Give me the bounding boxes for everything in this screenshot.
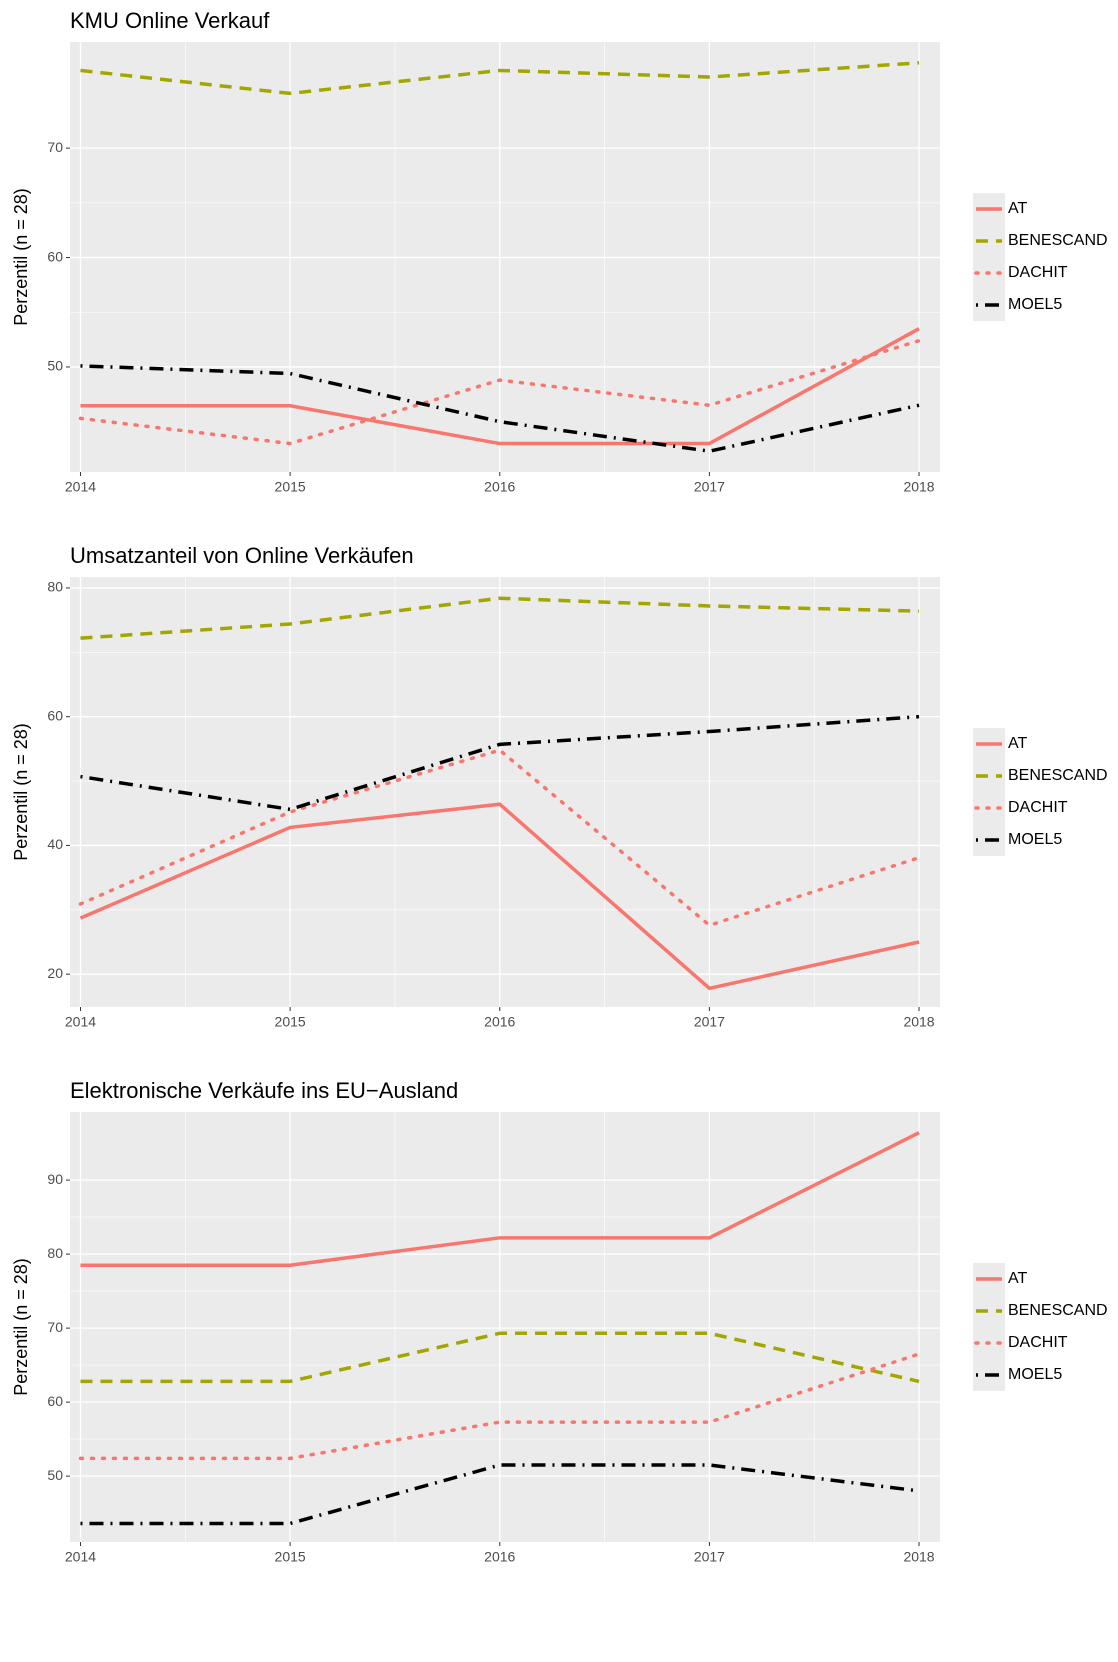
- x-tick-label: 2018: [903, 479, 934, 495]
- x-tick-label: 2016: [484, 479, 515, 495]
- chart-panel: KMU Online Verkauf 50 60 70 2014 2015 2016 2017…: [11, 8, 1108, 495]
- x-tick-label: 2015: [275, 1014, 306, 1030]
- y-tick-label: 70: [47, 139, 63, 155]
- series-line: [80, 1131, 920, 1267]
- x-tick-label: 2018: [903, 1549, 934, 1565]
- plot-background: [70, 577, 940, 1007]
- series-line: [80, 1331, 920, 1384]
- series-line: [80, 61, 920, 96]
- legend-label: DACHIT: [1008, 799, 1068, 816]
- plot-background: [70, 1112, 940, 1542]
- legend-label: DACHIT: [1008, 264, 1068, 281]
- legend-label: AT: [1008, 1270, 1027, 1287]
- chart-panel: Elektronische Verkäufe ins EU−Ausland 50 6…: [11, 1078, 1108, 1565]
- series-line: [80, 364, 920, 453]
- x-tick-label: 2015: [275, 479, 306, 495]
- legend-label: DACHIT: [1008, 1334, 1068, 1351]
- x-tick-label: 2018: [903, 1014, 934, 1030]
- series-line: [80, 327, 920, 446]
- y-tick-label: 80: [47, 1245, 63, 1261]
- y-tick-label: 60: [47, 248, 63, 264]
- legend-label: BENESCAND: [1008, 232, 1108, 249]
- x-tick-label: 2016: [484, 1549, 515, 1565]
- series-line: [80, 596, 920, 640]
- legend-label: MOEL5: [1008, 296, 1062, 313]
- series-line: [78, 338, 921, 446]
- x-tick-label: 2014: [65, 1014, 96, 1030]
- legend-label: AT: [1008, 735, 1027, 752]
- x-tick-label: 2014: [65, 479, 96, 495]
- y-tick-label: 50: [47, 1467, 63, 1483]
- y-tick-label: 20: [47, 965, 63, 981]
- series-line: [78, 1352, 921, 1461]
- x-tick-label: 2017: [694, 1014, 725, 1030]
- legend-label: BENESCAND: [1008, 1302, 1108, 1319]
- y-axis-label: Perzentil (n = 28): [11, 1258, 31, 1396]
- y-tick-label: 50: [47, 358, 63, 374]
- chart-panel: Umsatzanteil von Online Verkäufen 20 40 60 8…: [11, 543, 1108, 1030]
- series-line: [78, 748, 921, 928]
- y-tick-label: 80: [47, 579, 63, 595]
- y-tick-label: 60: [47, 707, 63, 723]
- x-tick-label: 2016: [484, 1014, 515, 1030]
- x-tick-label: 2015: [275, 1549, 306, 1565]
- x-tick-label: 2017: [694, 1549, 725, 1565]
- legend-label: MOEL5: [1008, 831, 1062, 848]
- series-line: [79, 802, 920, 991]
- chart-title: KMU Online Verkauf: [70, 8, 270, 33]
- y-tick-label: 90: [47, 1171, 63, 1187]
- legend-label: BENESCAND: [1008, 767, 1108, 784]
- legend-label: MOEL5: [1008, 1366, 1062, 1383]
- legend-label: AT: [1008, 200, 1027, 217]
- chart-title: Umsatzanteil von Online Verkäufen: [70, 543, 414, 568]
- y-tick-label: 70: [47, 1319, 63, 1335]
- series-line: [80, 714, 920, 812]
- x-tick-label: 2014: [65, 1549, 96, 1565]
- y-axis-label: Perzentil (n = 28): [11, 188, 31, 326]
- y-tick-label: 40: [47, 836, 63, 852]
- chart-title: Elektronische Verkäufe ins EU−Ausland: [70, 1078, 458, 1103]
- series-line: [80, 1463, 920, 1526]
- y-tick-label: 60: [47, 1393, 63, 1409]
- y-axis-label: Perzentil (n = 28): [11, 723, 31, 861]
- x-tick-label: 2017: [694, 479, 725, 495]
